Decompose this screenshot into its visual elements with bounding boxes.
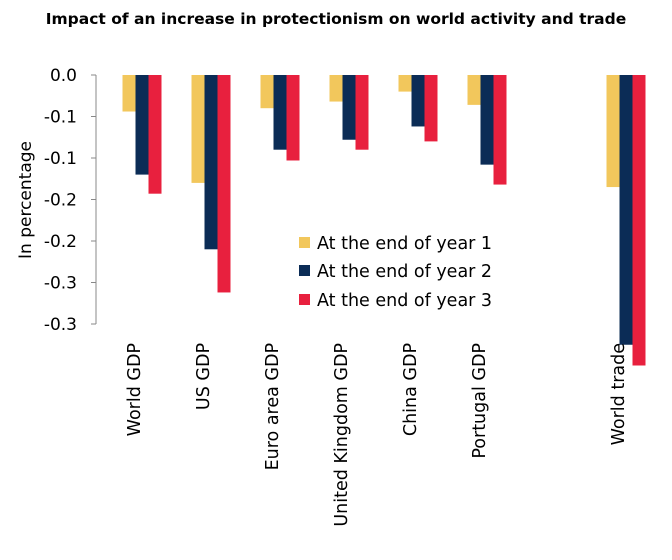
x-category-label: Euro area GDP	[263, 343, 283, 470]
x-category-label: World GDP	[125, 343, 145, 436]
legend-label: At the end of year 3	[317, 291, 492, 311]
x-category-label: US GDP	[194, 343, 214, 410]
x-category-label: China GDP	[401, 343, 421, 436]
bar-euro-area-gdp-series-2	[273, 75, 287, 150]
legend-swatch	[299, 294, 310, 305]
y-tick-label: -0.2	[44, 191, 77, 211]
bars-layer	[122, 75, 646, 366]
bar-china-gdp-series-2	[411, 75, 425, 127]
bar-world-gdp-series-1	[122, 75, 136, 112]
legend-swatch	[299, 237, 310, 248]
bar-world-trade-series-2	[619, 75, 633, 345]
y-tick-label: -0.1	[44, 108, 77, 128]
bar-united-kingdom-gdp-series-2	[342, 75, 356, 140]
bar-united-kingdom-gdp-series-3	[355, 75, 369, 150]
bar-world-gdp-series-2	[135, 75, 149, 175]
y-axis-title: In percentage	[16, 141, 36, 259]
y-tick-label: -0.2	[44, 232, 77, 252]
bar-portugal-gdp-series-2	[480, 75, 494, 165]
y-tick-label: -0.1	[44, 149, 77, 169]
bar-world-gdp-series-3	[148, 75, 162, 194]
x-category-label: United Kingdom GDP	[332, 343, 352, 527]
bar-china-gdp-series-1	[398, 75, 412, 92]
bar-euro-area-gdp-series-1	[260, 75, 274, 109]
bar-us-gdp-series-1	[191, 75, 205, 183]
chart-title: Impact of an increase in protectionism o…	[45, 10, 627, 28]
legend: At the end of year 1 At the end of year 2…	[299, 234, 492, 311]
bar-china-gdp-series-3	[424, 75, 438, 142]
bar-euro-area-gdp-series-3	[286, 75, 300, 161]
bar-us-gdp-series-3	[217, 75, 231, 293]
y-axis: 0.0 -0.1 -0.1 -0.2 -0.2 -0.3 -0.3 In percentage	[16, 66, 97, 335]
bar-portugal-gdp-series-1	[467, 75, 481, 105]
legend-swatch	[299, 265, 310, 276]
bar-world-trade-series-3	[632, 75, 646, 366]
x-category-label: World trade	[609, 343, 629, 445]
bar-portugal-gdp-series-3	[493, 75, 507, 185]
legend-label: At the end of year 1	[317, 234, 492, 254]
y-tick-label: -0.3	[44, 274, 77, 294]
category-labels: World GDP US GDP Euro area GDP United Kingd…	[125, 343, 629, 527]
bar-world-trade-series-1	[606, 75, 620, 188]
y-tick-label: -0.3	[44, 315, 77, 335]
bar-united-kingdom-gdp-series-1	[329, 75, 343, 102]
y-tick-label: 0.0	[50, 66, 77, 86]
bar-us-gdp-series-2	[204, 75, 218, 250]
x-category-label: Portugal GDP	[470, 343, 490, 459]
legend-label: At the end of year 2	[317, 262, 492, 282]
